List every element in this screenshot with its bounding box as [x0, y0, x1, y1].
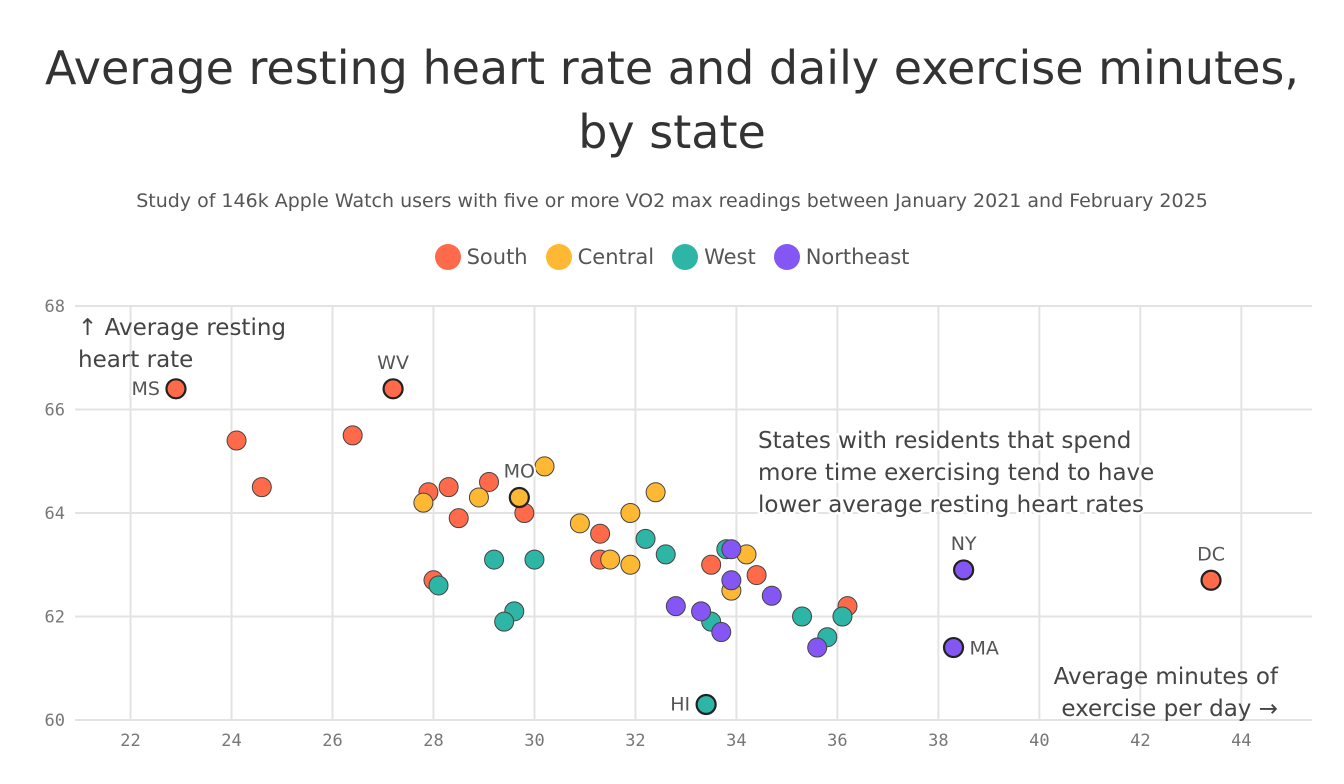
- legend: South Central West Northeast: [0, 244, 1344, 270]
- legend-swatch: [672, 244, 699, 270]
- data-point: [721, 539, 742, 560]
- x-tick-label: 40: [1029, 731, 1049, 751]
- data-point: [590, 523, 611, 544]
- y-tick-label: 64: [45, 504, 65, 524]
- data-point: [448, 508, 469, 529]
- y-tick-label: 62: [45, 608, 65, 628]
- data-point: [792, 606, 813, 627]
- legend-item: Central: [545, 244, 655, 270]
- legend-item: Northeast: [773, 244, 910, 270]
- legend-label: West: [704, 245, 756, 269]
- x-tick-label: 42: [1130, 731, 1150, 751]
- data-point: [468, 487, 489, 508]
- data-point: [569, 513, 590, 534]
- data-point: [524, 549, 545, 570]
- chart-subtitle: Study of 146k Apple Watch users with fiv…: [136, 190, 1208, 212]
- data-point: [1200, 569, 1222, 591]
- annotation-text: lower average resting heart rates: [758, 492, 1144, 518]
- data-point: [721, 570, 742, 591]
- legend-swatch: [773, 244, 800, 270]
- data-point: [382, 378, 404, 400]
- x-tick-label: 26: [322, 731, 342, 751]
- y-tick-label: 60: [45, 711, 65, 731]
- x-axis-label: Average minutes of: [1054, 664, 1279, 690]
- data-point: [695, 693, 717, 716]
- x-tick-label: 38: [928, 731, 948, 751]
- data-point: [942, 636, 965, 659]
- point-label: HI: [670, 693, 690, 715]
- data-point: [342, 425, 363, 446]
- chart-title: Average resting heart rate and daily exe…: [0, 36, 1344, 164]
- data-point: [428, 575, 449, 596]
- legend-item: West: [672, 244, 756, 270]
- y-tick-label: 66: [45, 401, 65, 421]
- legend-label: Central: [577, 245, 655, 269]
- data-point: [691, 601, 712, 622]
- x-tick-label: 36: [827, 731, 847, 751]
- x-tick-label: 22: [120, 731, 140, 751]
- point-label: NY: [951, 533, 977, 555]
- legend-swatch: [545, 244, 572, 270]
- legend-label: Northeast: [805, 245, 910, 269]
- x-tick-label: 24: [221, 731, 241, 751]
- legend-swatch: [434, 244, 461, 270]
- x-tick-label: 32: [625, 731, 645, 751]
- x-tick-label: 30: [524, 731, 544, 751]
- data-point: [761, 585, 782, 606]
- data-point: [701, 554, 722, 575]
- point-label: DC: [1197, 543, 1225, 565]
- data-point: [251, 477, 272, 498]
- title-line-1: Average resting heart rate and daily exe…: [45, 41, 1299, 95]
- data-point: [508, 486, 530, 509]
- data-point: [620, 554, 641, 575]
- data-point: [479, 471, 500, 492]
- x-tick-label: 44: [1231, 731, 1251, 751]
- annotation-text: more time exercising tend to have: [758, 460, 1154, 486]
- data-point: [711, 622, 732, 643]
- point-label: MS: [132, 378, 160, 400]
- legend-label: South: [466, 245, 528, 269]
- x-axis-label: exercise per day →: [1061, 696, 1278, 722]
- data-point: [413, 492, 434, 513]
- data-point: [494, 611, 515, 632]
- data-point: [635, 528, 656, 549]
- point-label: MA: [970, 638, 999, 660]
- data-point: [438, 477, 459, 498]
- data-point: [807, 637, 828, 658]
- data-point: [620, 503, 641, 523]
- y-tick-label: 68: [45, 297, 65, 317]
- point-label: WV: [377, 352, 409, 374]
- data-point: [655, 544, 676, 565]
- data-point: [832, 606, 853, 627]
- data-point: [600, 549, 621, 570]
- title-line-2: by state: [578, 105, 766, 159]
- data-point: [534, 456, 555, 477]
- data-point: [665, 596, 686, 617]
- x-tick-label: 28: [423, 731, 443, 751]
- annotation-text: States with residents that spend: [758, 428, 1131, 454]
- data-point: [645, 482, 666, 503]
- data-point: [226, 430, 247, 451]
- data-point: [953, 559, 975, 581]
- data-point: [165, 378, 187, 400]
- point-label: MO: [504, 460, 535, 482]
- x-tick-label: 34: [726, 731, 746, 751]
- data-point: [746, 565, 767, 586]
- y-axis-label: ↑ Average resting: [78, 315, 286, 341]
- data-point: [484, 549, 505, 570]
- y-axis-label: heart rate: [78, 347, 193, 373]
- legend-item: South: [434, 244, 528, 270]
